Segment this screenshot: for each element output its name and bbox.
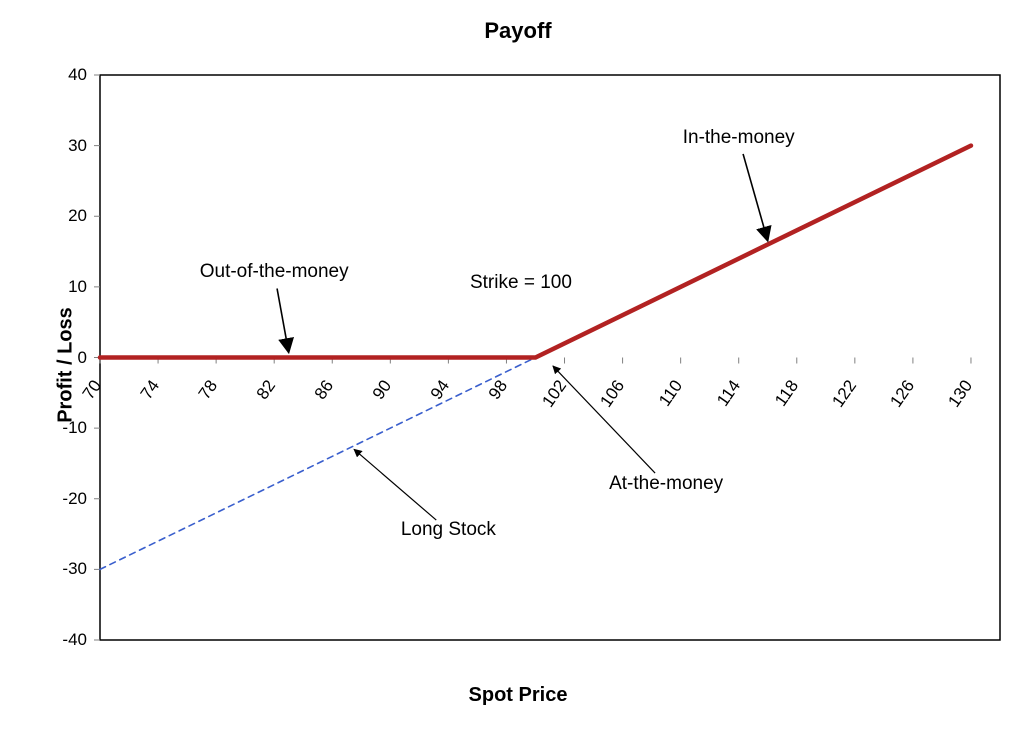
y-tick-label: -40 <box>49 630 87 650</box>
annotation-arrow-at_the_money <box>553 366 655 473</box>
annotation-arrow-long_stock <box>354 449 436 520</box>
annotation-arrow-in_the_money <box>743 154 768 241</box>
y-tick-label: 30 <box>49 136 87 156</box>
y-tick-label: 0 <box>49 348 87 368</box>
y-tick-label: 40 <box>49 65 87 85</box>
annotation-arrow-out_of_money <box>277 288 289 352</box>
series-option_payoff <box>100 146 971 358</box>
annotation-at_the_money: At-the-money <box>576 473 756 495</box>
annotation-strike: Strike = 100 <box>431 272 611 294</box>
annotation-in_the_money: In-the-money <box>649 127 829 149</box>
y-tick-label: 20 <box>49 206 87 226</box>
payoff-chart: { "chart": { "type": "line", "title": "P… <box>0 0 1036 729</box>
annotation-long_stock: Long Stock <box>358 519 538 541</box>
y-tick-label: -20 <box>49 489 87 509</box>
y-tick-label: 10 <box>49 277 87 297</box>
annotation-out_of_money: Out-of-the-money <box>184 261 364 283</box>
y-tick-label: -30 <box>49 559 87 579</box>
plot-svg <box>0 0 1036 729</box>
y-tick-label: -10 <box>49 418 87 438</box>
